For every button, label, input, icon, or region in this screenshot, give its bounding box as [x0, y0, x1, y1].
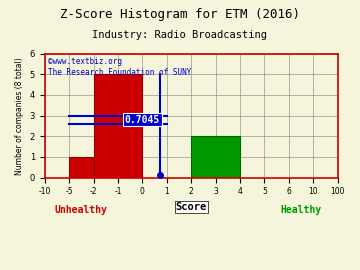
Text: The Research Foundation of SUNY: The Research Foundation of SUNY: [48, 69, 191, 77]
Y-axis label: Number of companies (8 total): Number of companies (8 total): [15, 57, 24, 174]
X-axis label: Score: Score: [176, 202, 207, 212]
Text: ©www.textbiz.org: ©www.textbiz.org: [48, 57, 122, 66]
Bar: [191, 136, 240, 178]
Bar: [94, 74, 142, 178]
Bar: [69, 157, 94, 178]
Text: Healthy: Healthy: [280, 205, 322, 215]
Text: Unhealthy: Unhealthy: [55, 205, 108, 215]
Text: Z-Score Histogram for ETM (2016): Z-Score Histogram for ETM (2016): [60, 8, 300, 21]
Text: 0.7045: 0.7045: [125, 115, 160, 125]
Text: Industry: Radio Broadcasting: Industry: Radio Broadcasting: [93, 30, 267, 40]
